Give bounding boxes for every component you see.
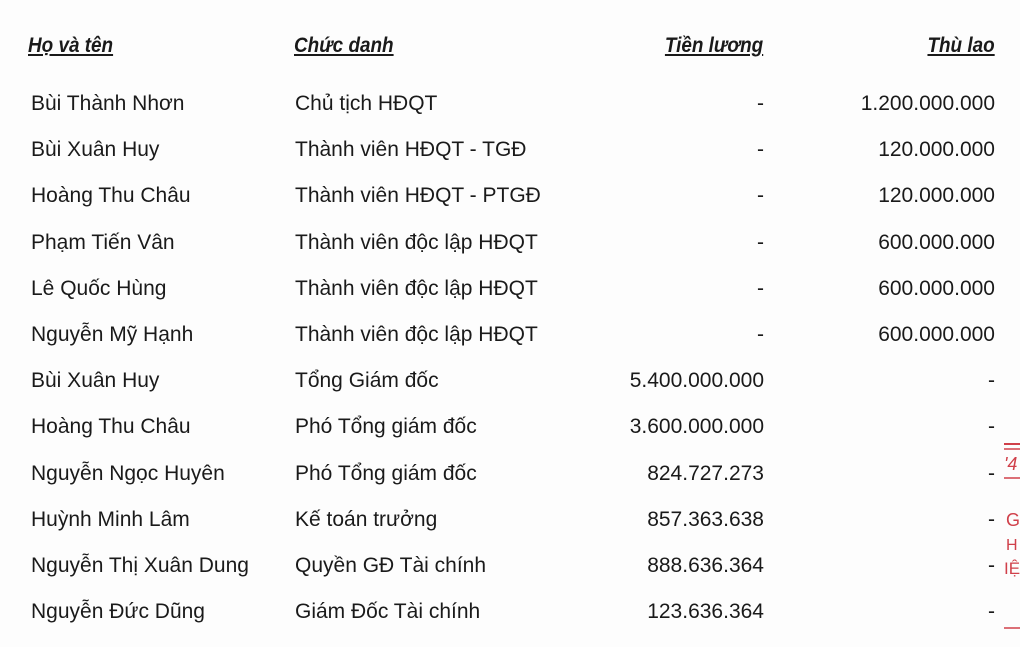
cell-title: Thành viên HĐQT - TGĐ bbox=[295, 138, 527, 162]
stamp-text: G bbox=[1006, 510, 1020, 530]
cell-salary: - bbox=[757, 184, 764, 208]
header-salary: Tiền lương bbox=[664, 34, 763, 57]
cell-title: Tổng Giám đốc bbox=[295, 369, 439, 393]
cell-name: Bùi Thành Nhơn bbox=[31, 92, 185, 115]
table-row: Nguyễn Thị Xuân Dung Quyền GĐ Tài chính 88… bbox=[0, 554, 1020, 584]
cell-salary: - bbox=[757, 138, 764, 162]
cell-title: Giám Đốc Tài chính bbox=[295, 600, 481, 624]
table-row: Nguyễn Ngọc Huyên Phó Tổng giám đốc 824.72… bbox=[0, 462, 1020, 492]
cell-title: Quyền GĐ Tài chính bbox=[295, 554, 487, 577]
cell-name: Nguyễn Đức Dũng bbox=[31, 600, 205, 624]
stamp-text: '4 bbox=[1004, 454, 1017, 474]
cell-title: Phó Tổng giám đốc bbox=[295, 461, 477, 485]
header-name: Họ và tên bbox=[28, 34, 114, 57]
cell-title: Thành viên độc lập HĐQT bbox=[295, 323, 538, 346]
cell-salary: - bbox=[757, 92, 764, 115]
cell-salary: - bbox=[757, 323, 764, 346]
table-row: Nguyễn Mỹ Hạnh Thành viên độc lập HĐQT - 60… bbox=[0, 323, 1020, 353]
cell-name: Huỳnh Minh Lâm bbox=[31, 507, 190, 531]
cell-salary: 857.363.638 bbox=[647, 507, 764, 531]
table-row: Lê Quốc Hùng Thành viên độc lập HĐQT - 600.… bbox=[0, 277, 1020, 307]
cell-salary: 5.400.000.000 bbox=[629, 369, 764, 393]
cell-fee: 1.200.000.000 bbox=[860, 92, 995, 115]
table-row: Phạm Tiến Vân Thành viên độc lập HĐQT - 600… bbox=[0, 231, 1020, 261]
cell-title: Thành viên HĐQT - PTGĐ bbox=[295, 184, 541, 208]
cell-fee: 600.000.000 bbox=[878, 276, 995, 300]
cell-name: Lê Quốc Hùng bbox=[31, 276, 167, 300]
cell-salary: - bbox=[757, 230, 764, 254]
cell-name: Nguyễn Thị Xuân Dung bbox=[31, 554, 249, 577]
cell-title: Thành viên độc lập HĐQT bbox=[295, 230, 538, 254]
cell-fee: 120.000.000 bbox=[878, 138, 995, 162]
cell-salary: 3.600.000.000 bbox=[629, 415, 764, 439]
cell-salary: - bbox=[757, 276, 764, 300]
stamp-text: IỆ bbox=[1004, 559, 1020, 578]
cell-title: Phó Tổng giám đốc bbox=[295, 415, 477, 439]
cell-salary: 888.636.364 bbox=[647, 554, 764, 577]
cell-name: Bùi Xuân Huy bbox=[31, 369, 160, 393]
cell-salary: 123.636.364 bbox=[647, 600, 764, 624]
cell-name: Phạm Tiến Vân bbox=[31, 230, 175, 254]
header-title: Chức danh bbox=[294, 34, 394, 57]
table-row: Bùi Xuân Huy Thành viên HĐQT - TGĐ - 120.00… bbox=[0, 138, 1020, 168]
stamp-text: H bbox=[1006, 537, 1018, 554]
header-fee: Thù lao bbox=[927, 34, 995, 57]
cell-salary: 824.727.273 bbox=[647, 461, 764, 485]
table-row: Hoàng Thu Châu Thành viên HĐQT - PTGĐ - 120… bbox=[0, 184, 1020, 214]
cell-title: Chủ tịch HĐQT bbox=[295, 92, 438, 115]
cell-name: Bùi Xuân Huy bbox=[31, 138, 160, 162]
cell-fee: 120.000.000 bbox=[878, 184, 995, 208]
red-stamp-fragment: '4 G H IỆ bbox=[1004, 443, 1020, 629]
cell-name: Hoàng Thu Châu bbox=[31, 184, 191, 208]
table-row: Hoàng Thu Châu Phó Tổng giám đốc 3.600.000… bbox=[0, 415, 1020, 445]
cell-fee: - bbox=[988, 461, 995, 485]
cell-fee: - bbox=[988, 507, 995, 531]
cell-fee: 600.000.000 bbox=[878, 230, 995, 254]
cell-fee: - bbox=[988, 600, 995, 624]
cell-fee: - bbox=[988, 554, 995, 577]
cell-name: Nguyễn Ngọc Huyên bbox=[31, 461, 225, 485]
table-row: Huỳnh Minh Lâm Kế toán trưởng 857.363.638 - bbox=[0, 508, 1020, 538]
table-row: Nguyễn Đức Dũng Giám Đốc Tài chính 123.636… bbox=[0, 600, 1020, 630]
table-row: Bùi Thành Nhơn Chủ tịch HĐQT - 1.200.000.00… bbox=[0, 92, 1020, 122]
cell-title: Thành viên độc lập HĐQT bbox=[295, 276, 538, 300]
cell-fee: - bbox=[988, 415, 995, 439]
table-row: Bùi Xuân Huy Tổng Giám đốc 5.400.000.000 - bbox=[0, 369, 1020, 399]
cell-name: Nguyễn Mỹ Hạnh bbox=[31, 323, 194, 346]
cell-title: Kế toán trưởng bbox=[295, 507, 438, 531]
cell-fee: - bbox=[988, 369, 995, 393]
cell-name: Hoàng Thu Châu bbox=[31, 415, 191, 439]
cell-fee: 600.000.000 bbox=[878, 323, 995, 346]
